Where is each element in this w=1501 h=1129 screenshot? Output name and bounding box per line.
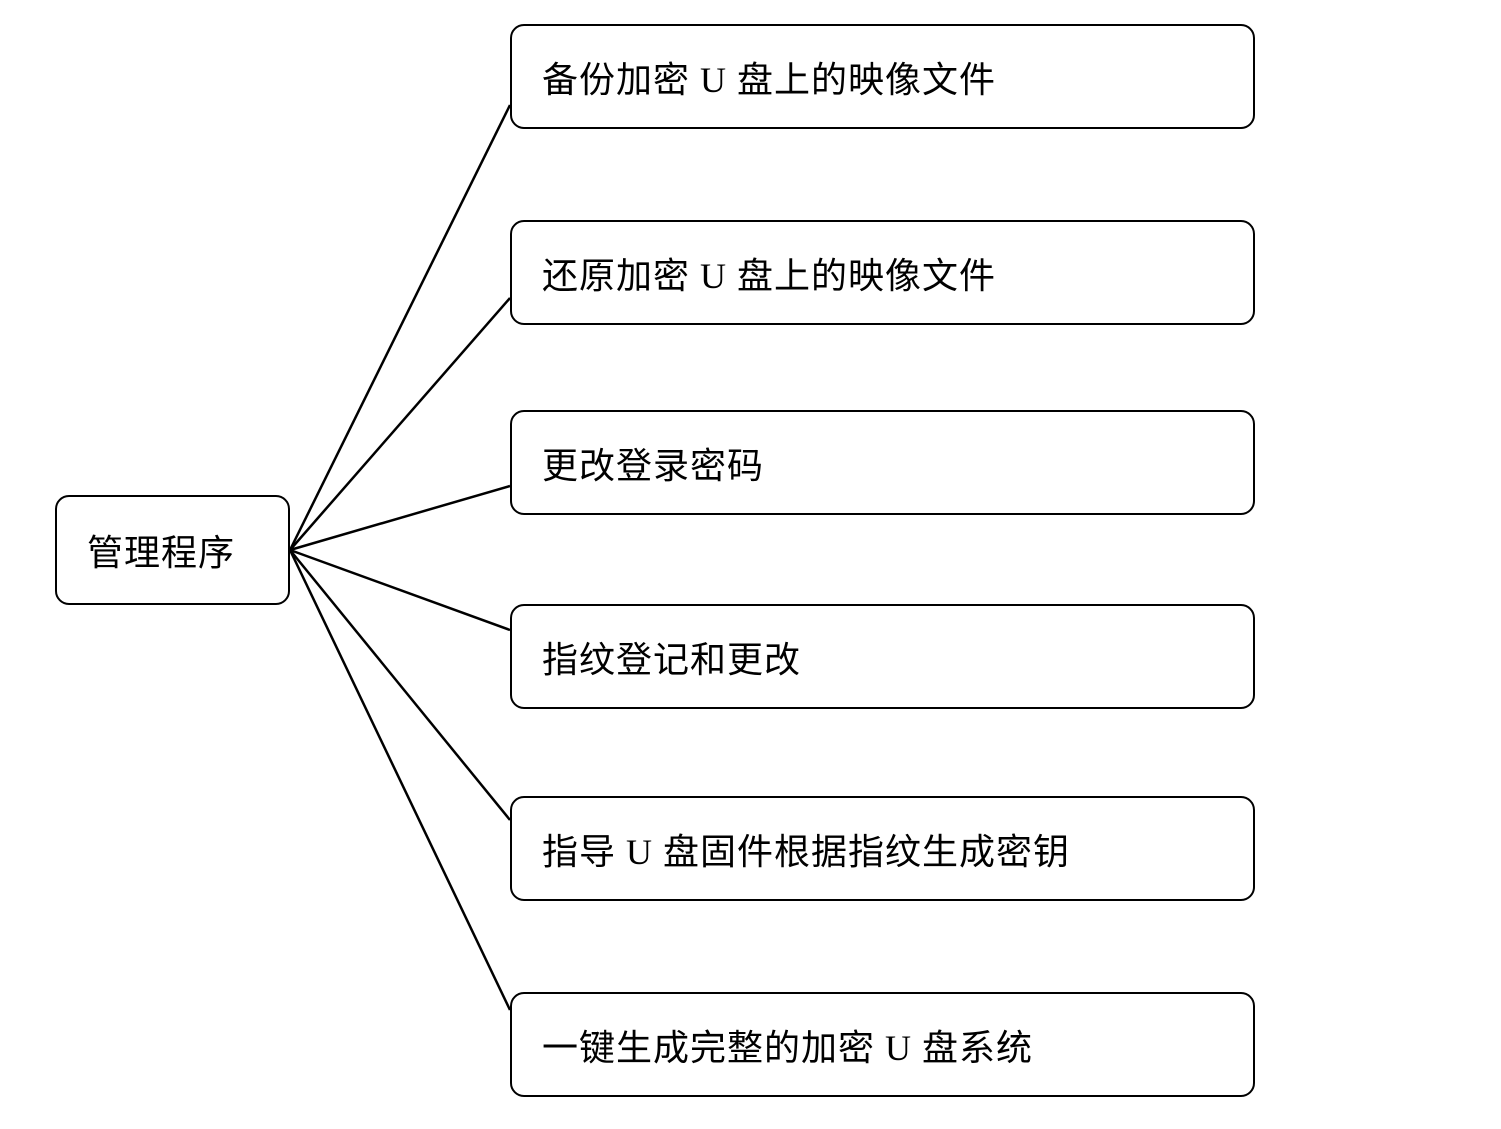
child-label-1: 还原加密 U 盘上的映像文件 — [542, 247, 996, 299]
child-node-2: 更改登录密码 — [510, 410, 1255, 515]
child-label-4: 指导 U 盘固件根据指纹生成密钥 — [542, 823, 1070, 875]
child-node-4: 指导 U 盘固件根据指纹生成密钥 — [510, 796, 1255, 901]
child-node-5: 一键生成完整的加密 U 盘系统 — [510, 992, 1255, 1097]
root-node: 管理程序 — [55, 495, 290, 605]
child-node-0: 备份加密 U 盘上的映像文件 — [510, 24, 1255, 129]
child-label-2: 更改登录密码 — [542, 437, 764, 489]
root-label: 管理程序 — [87, 524, 235, 576]
child-label-3: 指纹登记和更改 — [542, 631, 801, 683]
child-label-5: 一键生成完整的加密 U 盘系统 — [542, 1019, 1033, 1071]
child-label-0: 备份加密 U 盘上的映像文件 — [542, 51, 996, 103]
diagram-container: 管理程序 备份加密 U 盘上的映像文件 还原加密 U 盘上的映像文件 更改登录密… — [0, 0, 1501, 1129]
child-node-1: 还原加密 U 盘上的映像文件 — [510, 220, 1255, 325]
child-node-3: 指纹登记和更改 — [510, 604, 1255, 709]
